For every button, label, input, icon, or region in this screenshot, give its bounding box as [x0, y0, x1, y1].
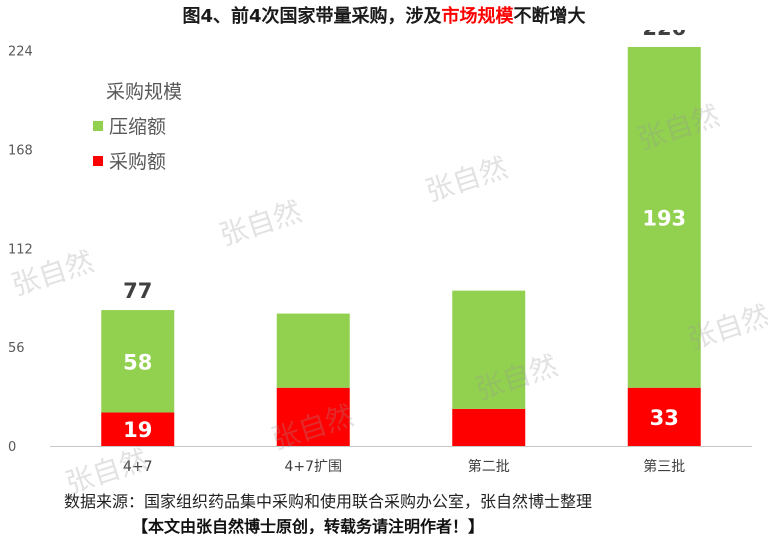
data-label: 58 [123, 350, 152, 374]
bar-segment [627, 47, 701, 388]
y-tick-label: 168 [8, 143, 33, 158]
copyright-notice: 【本文由张自然博士原创，转载务请注明作者！】 [132, 517, 485, 536]
x-tick-label: 4+7扩围 [284, 459, 342, 475]
bar-segment [452, 290, 526, 409]
stacked-bar-chart: 0 56 112 168 224 19 58 77 4+7 4+7扩围 第二批 33 193 226 第三批… [8, 30, 752, 475]
y-tick-label: 224 [8, 45, 33, 60]
legend-swatch [93, 121, 103, 131]
bar-segment [101, 412, 175, 446]
total-label: 77 [123, 279, 152, 303]
bar-segment [452, 408, 526, 446]
y-tick-label: 112 [8, 242, 33, 257]
x-tick-label: 4+7 [123, 459, 153, 475]
legend-label: 采购额 [109, 151, 166, 173]
chart-title: 图4、前4次国家带量采购，涉及市场规模不断增大 [182, 6, 586, 27]
total-label: 226 [642, 30, 686, 40]
x-tick-label: 第三批 [643, 458, 685, 475]
data-label: 193 [642, 206, 686, 230]
legend-title: 采购规模 [106, 81, 182, 103]
bar-segment [276, 387, 350, 446]
bar-segment [276, 313, 350, 388]
x-tick-label: 第二批 [468, 458, 510, 475]
y-tick-label: 56 [8, 341, 25, 356]
data-label: 33 [650, 406, 679, 430]
bar-segment [101, 310, 175, 413]
legend-label: 压缩额 [109, 116, 166, 138]
legend-swatch [93, 156, 103, 166]
data-label: 19 [123, 418, 152, 442]
y-tick-label: 0 [8, 440, 16, 455]
bar-segment [627, 387, 701, 446]
data-source-note: 数据来源：国家组织药品集中采购和使用联合采购办公室，张自然博士整理 [64, 492, 593, 511]
